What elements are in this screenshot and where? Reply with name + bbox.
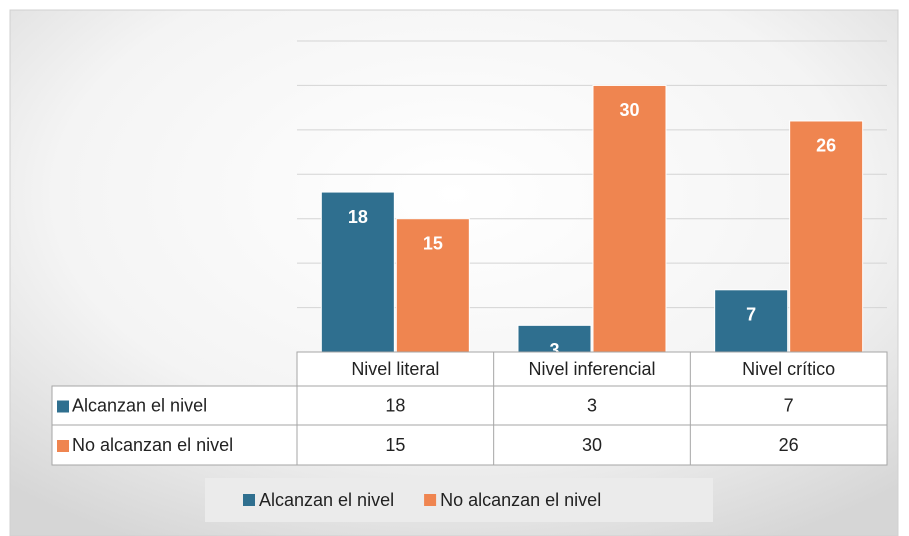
table-cell: 26	[779, 435, 799, 455]
table-cell: 7	[784, 395, 794, 415]
bar	[395, 218, 470, 353]
legend-key	[243, 494, 255, 506]
data-label: 26	[816, 136, 836, 156]
table-legend-key	[57, 440, 69, 452]
table-row-label: No alcanzan el nivel	[72, 435, 233, 455]
legend-label: No alcanzan el nivel	[440, 490, 601, 510]
bar	[714, 289, 789, 353]
table-cell: 30	[582, 435, 602, 455]
table-cell: 3	[587, 395, 597, 415]
legend-box	[205, 478, 713, 522]
table-cell: 18	[385, 395, 405, 415]
legend-label: Alcanzan el nivel	[259, 490, 394, 510]
table-header	[296, 351, 888, 387]
legend-key	[424, 494, 437, 506]
table-legend-key	[57, 400, 69, 413]
bar	[517, 324, 592, 353]
table-header-cell: Nivel inferencial	[528, 359, 655, 379]
table-header-cell: Nivel literal	[351, 359, 439, 379]
table-cell: 15	[385, 435, 405, 455]
data-label: 7	[746, 305, 756, 325]
bar	[592, 84, 667, 353]
table-header-cell: Nivel crítico	[742, 359, 835, 379]
bar	[320, 191, 395, 353]
data-label: 30	[619, 100, 639, 120]
data-label: 18	[348, 207, 368, 227]
data-label: 3	[549, 340, 559, 360]
bar	[789, 120, 864, 353]
table-row-label: Alcanzan el nivel	[72, 395, 207, 415]
data-label: 15	[423, 233, 443, 253]
